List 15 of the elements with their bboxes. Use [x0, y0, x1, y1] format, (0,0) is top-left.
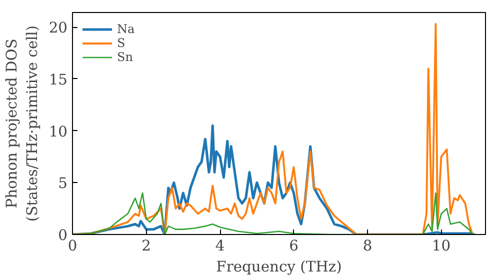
y-tick-label: 0 — [58, 227, 68, 244]
legend-label: Sn — [117, 50, 134, 64]
x-tick-label: 2 — [142, 238, 151, 254]
x-tick-label: 6 — [289, 238, 298, 254]
x-tick-label: 4 — [215, 238, 225, 254]
x-tick-label: 8 — [362, 238, 372, 254]
x-tick-label: 10 — [432, 238, 451, 254]
y-tick-label: 5 — [58, 175, 68, 192]
y-tick-label: 15 — [48, 71, 68, 88]
y-tick-label: 10 — [48, 123, 68, 140]
y-axis-title: Phonon projected DOS (States/THz·primitive cell) — [3, 25, 41, 222]
y-tick-label: 20 — [48, 20, 68, 37]
legend-label: Na — [117, 22, 136, 36]
x-axis-title: Frequency (THz) — [216, 258, 342, 276]
legend-label: S — [117, 36, 126, 50]
